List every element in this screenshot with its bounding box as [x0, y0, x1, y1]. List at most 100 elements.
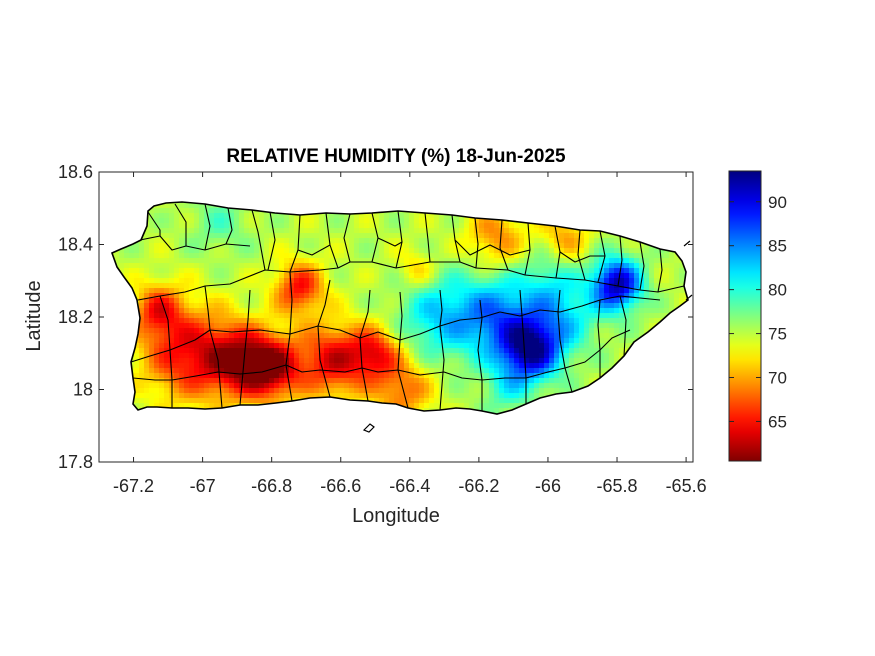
heatmap-cell: [294, 363, 300, 369]
heatmap-cell: [414, 223, 420, 229]
heatmap-cell: [454, 393, 460, 399]
heatmap-cell: [614, 348, 620, 354]
heatmap-cell: [234, 258, 240, 264]
heatmap-cell: [624, 253, 630, 259]
heatmap-cell: [249, 378, 255, 384]
heatmap-cell: [449, 323, 455, 329]
heatmap-cell: [359, 263, 365, 269]
heatmap-cell: [599, 248, 605, 254]
heatmap-cell: [594, 248, 600, 254]
heatmap-cell: [419, 283, 425, 289]
heatmap-cell: [324, 348, 330, 354]
heatmap-cell: [144, 258, 150, 264]
heatmap-cell: [234, 208, 240, 214]
heatmap-cell: [404, 248, 410, 254]
heatmap-cell: [224, 343, 230, 349]
heatmap-cell: [549, 228, 555, 234]
heatmap-cell: [564, 388, 570, 394]
heatmap-cell: [539, 343, 545, 349]
heatmap-cell: [229, 298, 235, 304]
heatmap-cell: [274, 258, 280, 264]
heatmap-cell: [389, 248, 395, 254]
heatmap-cell: [164, 208, 170, 214]
heatmap-cell: [149, 218, 155, 224]
heatmap-cell: [544, 373, 550, 379]
heatmap-cell: [384, 318, 390, 324]
heatmap-cell: [304, 388, 310, 394]
heatmap-cell: [159, 263, 165, 269]
heatmap-cell: [609, 268, 615, 274]
heatmap-cell: [369, 213, 375, 219]
heatmap-cell: [299, 343, 305, 349]
heatmap-cell: [479, 308, 485, 314]
heatmap-cell: [559, 248, 565, 254]
heatmap-cell: [569, 308, 575, 314]
heatmap-cell: [469, 368, 475, 374]
heatmap-cell: [454, 338, 460, 344]
heatmap-cell: [314, 388, 320, 394]
heatmap-cell: [394, 318, 400, 324]
heatmap-cell: [374, 383, 380, 389]
heatmap-cell: [184, 238, 190, 244]
heatmap-cell: [189, 333, 195, 339]
heatmap-cell: [354, 363, 360, 369]
heatmap-cell: [579, 293, 585, 299]
heatmap-cell: [404, 218, 410, 224]
heatmap-cell: [284, 223, 290, 229]
heatmap-cell: [524, 223, 530, 229]
heatmap-cell: [479, 343, 485, 349]
heatmap-cell: [484, 293, 490, 299]
heatmap-cell: [354, 328, 360, 334]
heatmap-cell: [574, 313, 580, 319]
heatmap-cell: [564, 268, 570, 274]
heatmap-cell: [319, 303, 325, 309]
heatmap-cell: [239, 303, 245, 309]
heatmap-cell: [349, 313, 355, 319]
heatmap-cell: [619, 343, 625, 349]
heatmap-cell: [214, 393, 220, 399]
heatmap-cell: [409, 218, 415, 224]
heatmap-cell: [304, 298, 310, 304]
heatmap-cell: [229, 218, 235, 224]
heatmap-cell: [619, 308, 625, 314]
heatmap-cell: [194, 323, 200, 329]
heatmap-cell: [524, 398, 530, 404]
heatmap-cell: [439, 373, 445, 379]
heatmap-cell: [239, 213, 245, 219]
heatmap-cell: [294, 293, 300, 299]
heatmap-cell: [544, 263, 550, 269]
heatmap-cell: [489, 233, 495, 239]
heatmap-cell: [469, 298, 475, 304]
heatmap-cell: [429, 248, 435, 254]
heatmap-cell: [569, 243, 575, 249]
heatmap-cell: [519, 243, 525, 249]
heatmap-cell: [179, 403, 185, 409]
heatmap-cell: [204, 328, 210, 334]
heatmap-cell: [279, 398, 285, 404]
heatmap-cell: [434, 233, 440, 239]
heatmap-cell: [584, 263, 590, 269]
heatmap-cell: [214, 253, 220, 259]
heatmap-cell: [564, 278, 570, 284]
heatmap-cell: [204, 388, 210, 394]
heatmap-cell: [429, 323, 435, 329]
heatmap-cell: [459, 323, 465, 329]
heatmap-cell: [199, 318, 205, 324]
heatmap-cell: [154, 393, 160, 399]
heatmap-cell: [519, 333, 525, 339]
heatmap-cell: [504, 228, 510, 234]
heatmap-cell: [579, 243, 585, 249]
heatmap-cell: [469, 273, 475, 279]
heatmap-cell: [134, 388, 140, 394]
heatmap-cell: [389, 303, 395, 309]
heatmap-cell: [224, 353, 230, 359]
heatmap-cell: [414, 358, 420, 364]
heatmap-cell: [489, 378, 495, 384]
heatmap-cell: [384, 218, 390, 224]
heatmap-cell: [134, 368, 140, 374]
heatmap-cell: [249, 353, 255, 359]
heatmap-cell: [269, 248, 275, 254]
heatmap-cell: [329, 293, 335, 299]
heatmap-cell: [244, 318, 250, 324]
heatmap-cell: [609, 288, 615, 294]
